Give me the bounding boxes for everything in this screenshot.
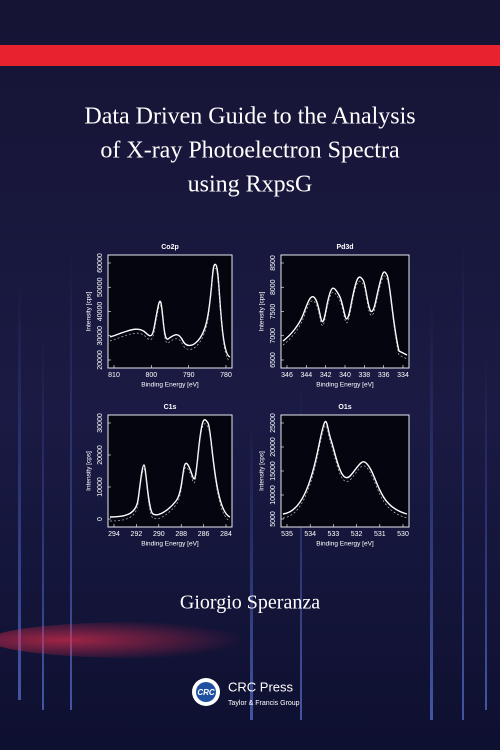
- y-axis-label: Intensity [cps]: [86, 451, 93, 491]
- panel-frame: [107, 254, 233, 369]
- x-axis-label: Binding Energy [eV]: [316, 382, 374, 389]
- x-tick-label: 342: [320, 372, 332, 379]
- x-axis-label: Binding Energy [eV]: [316, 541, 374, 548]
- panel-title: O1s: [338, 404, 351, 411]
- y-axis-label: Intensity [cps]: [86, 291, 93, 331]
- x-tick-label: 344: [300, 372, 312, 379]
- x-tick-label: 338: [358, 372, 370, 379]
- fitted-spectrum: [282, 420, 408, 515]
- y-tick-label: 20000: [97, 445, 104, 465]
- y-tick-label: 0: [97, 517, 104, 521]
- y-tick-label: 10000: [270, 485, 277, 505]
- y-tick-label: 30000: [97, 326, 104, 346]
- x-tick-label: 294: [108, 531, 120, 538]
- publisher-group: Taylor & Francis Group: [228, 700, 300, 707]
- fit-components: [282, 425, 408, 519]
- y-tick-label: 8500: [270, 255, 277, 271]
- fitted-spectrum: [109, 419, 231, 518]
- title-line: using RxpsG: [188, 172, 313, 198]
- panel-frame: [280, 254, 410, 369]
- panel-title: C1s: [164, 404, 177, 411]
- x-tick-label: 336: [378, 372, 390, 379]
- spectrum-panel: Co2p Binding Energy [eV] Intensity [cps] 81…: [86, 244, 233, 389]
- x-tick-label: 533: [328, 531, 340, 538]
- x-axis-label: Binding Energy [eV]: [141, 541, 199, 548]
- fitted-spectrum: [109, 263, 231, 358]
- light-rays: [0, 240, 487, 720]
- spectrum-panel: O1s Binding Energy [eV] Intensity [cps] 535…: [259, 404, 410, 548]
- panel-title: Co2p: [161, 244, 179, 251]
- x-axis-label: Binding Energy [eV]: [141, 382, 199, 389]
- x-tick-label: 534: [304, 531, 316, 538]
- fit-components: [282, 275, 408, 360]
- logo-inner: [196, 682, 216, 702]
- fit-components: [109, 423, 231, 522]
- x-tick-label: 290: [153, 531, 165, 538]
- x-tick-label: 340: [339, 372, 351, 379]
- logo-text: CRC: [197, 688, 215, 697]
- y-tick-label: 50000: [97, 277, 104, 297]
- y-tick-label: 10000: [97, 477, 104, 497]
- y-tick-label: 20000: [270, 437, 277, 457]
- x-tick-label: 288: [175, 531, 187, 538]
- x-tick-label: 292: [131, 531, 143, 538]
- y-tick-label: 60000: [97, 253, 104, 273]
- x-tick-label: 286: [198, 531, 210, 538]
- y-tick-label: 20000: [97, 350, 104, 370]
- y-tick-label: 6500: [270, 352, 277, 368]
- y-tick-label: 15000: [270, 461, 277, 481]
- y-tick-label: 30000: [97, 413, 104, 433]
- panel-frame: [280, 414, 410, 528]
- publisher-logo: CRC CRC Press Taylor & Francis Group: [192, 678, 300, 707]
- red-stripe: [0, 45, 500, 66]
- x-tick-label: 790: [183, 372, 195, 379]
- panel-frame: [107, 414, 233, 528]
- spectrum-panel: C1s Binding Energy [eV] Intensity [cps] 294…: [86, 404, 233, 548]
- x-tick-label: 334: [397, 372, 409, 379]
- y-axis-label: Intensity [cps]: [259, 451, 266, 491]
- fitted-spectrum: [282, 271, 408, 356]
- y-tick-label: 5000: [270, 511, 277, 527]
- author: Giorgio Speranza: [180, 592, 320, 614]
- x-tick-label: 535: [281, 531, 293, 538]
- x-tick-label: 530: [397, 531, 409, 538]
- fit-components: [109, 268, 231, 362]
- spectra-panels: Co2p Binding Energy [eV] Intensity [cps] 81…: [86, 244, 410, 548]
- y-tick-label: 8000: [270, 279, 277, 295]
- title-line: Data Driven Guide to the Analysis: [84, 104, 415, 130]
- x-tick-label: 531: [374, 531, 386, 538]
- y-tick-label: 7000: [270, 328, 277, 344]
- y-tick-label: 25000: [270, 413, 277, 433]
- panel-title: Pd3d: [336, 244, 353, 251]
- x-tick-label: 284: [220, 531, 232, 538]
- x-tick-label: 532: [351, 531, 363, 538]
- publisher-name: CRC Press: [228, 679, 294, 694]
- x-tick-label: 780: [220, 372, 232, 379]
- x-tick-label: 800: [145, 372, 157, 379]
- spectrum-panel: Pd3d Binding Energy [eV] Intensity [cps] 34…: [259, 244, 410, 389]
- title: Data Driven Guide to the Analysis of X-ra…: [84, 104, 415, 198]
- y-tick-label: 7500: [270, 304, 277, 320]
- y-axis-label: Intensity [cps]: [259, 291, 266, 331]
- x-tick-label: 346: [281, 372, 293, 379]
- x-tick-label: 810: [108, 372, 120, 379]
- y-tick-label: 40000: [97, 302, 104, 322]
- title-line: of X-ray Photoelectron Spectra: [100, 138, 400, 164]
